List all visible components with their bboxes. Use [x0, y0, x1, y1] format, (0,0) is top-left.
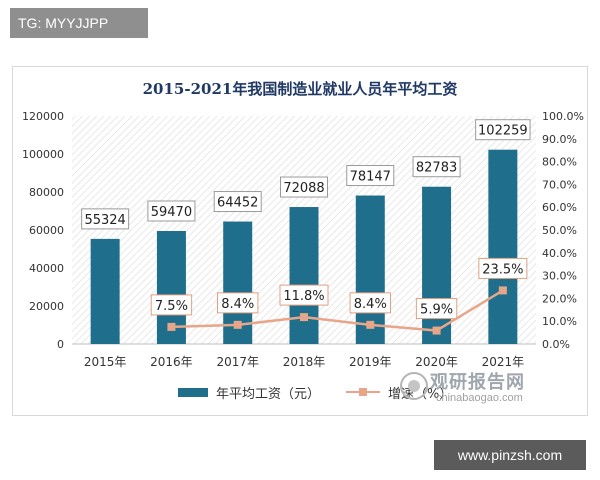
y-right-tick-label: 30.0% — [542, 270, 577, 283]
growth-point — [498, 286, 507, 295]
x-tick-label: 2020年 — [415, 355, 458, 369]
growth-value-label: 7.5% — [155, 299, 188, 314]
growth-value-label-box — [415, 298, 458, 320]
bar-value-label-box — [147, 200, 196, 222]
growth-value-label: 23.5% — [482, 262, 523, 277]
y-left-tick-label: 80000 — [29, 186, 64, 199]
x-tick-label: 2019年 — [349, 355, 392, 369]
chart-title: 2015-2021年我国制造业就业人员年平均工资 — [142, 80, 458, 98]
bar-value-label: 102259 — [478, 124, 528, 139]
growth-point — [167, 322, 176, 331]
bar — [422, 186, 452, 344]
growth-point — [233, 320, 242, 329]
y-left-tick-label: 60000 — [29, 224, 64, 237]
y-left-tick-label: 20000 — [29, 300, 64, 313]
y-right-tick-label: 100.0% — [542, 110, 584, 123]
legend-line-swatch — [346, 386, 381, 398]
bar-value-label-box — [280, 176, 328, 198]
growth-point — [300, 313, 308, 322]
y-right-tick-label: 50.0% — [542, 224, 577, 237]
growth-value-label: 8.4% — [221, 297, 254, 312]
growth-value-label-box — [349, 292, 391, 314]
legend-bar-swatch — [178, 387, 208, 397]
y-left-tick-label: 100000 — [22, 148, 64, 161]
tg-badge: TG: MYYJJPP — [10, 8, 148, 38]
bar-value-label-box — [475, 119, 531, 141]
bar-value-label-box — [346, 165, 395, 187]
growth-value-label-box — [150, 294, 193, 316]
bar — [90, 238, 120, 344]
bar-value-label: 64452 — [217, 196, 258, 211]
watermark-name: 观研报告网 — [430, 372, 525, 393]
growth-value-label-box — [279, 284, 329, 306]
y-right-tick-label: 80.0% — [542, 156, 577, 169]
watermark-domain: chinabaogao.com — [436, 392, 523, 404]
y-right-tick-label: 20.0% — [542, 292, 577, 305]
bar — [355, 195, 385, 344]
bar — [488, 149, 518, 344]
legend-label-salary: 年平均工资（元） — [216, 386, 321, 402]
growth-point — [366, 320, 375, 329]
y-right-tick-label: 40.0% — [542, 247, 577, 260]
y-right-tick-label: 90.0% — [542, 133, 577, 146]
x-tick-label: 2018年 — [283, 355, 326, 369]
y-left-tick-label: 40000 — [29, 262, 64, 275]
y-right-tick-label: 70.0% — [542, 178, 577, 191]
bar-value-label: 72088 — [283, 181, 324, 196]
legend-item-salary: 年平均工资（元） — [178, 383, 320, 402]
growth-line — [171, 289, 504, 332]
bar — [289, 207, 319, 344]
x-tick-label: 2016年 — [150, 355, 193, 369]
bar-value-label: 78147 — [350, 170, 391, 185]
watermark-logo-icon — [400, 372, 428, 400]
bar-value-label: 55324 — [84, 213, 125, 228]
bar-value-label-box — [213, 191, 262, 213]
bar-value-label: 59470 — [151, 205, 192, 220]
growth-value-label: 5.9% — [420, 303, 453, 318]
bar-value-label: 82783 — [416, 161, 457, 176]
growth-value-label: 11.8% — [283, 289, 324, 304]
bar-value-label-box — [81, 208, 130, 230]
url-badge: www.pinzsh.com — [434, 440, 586, 470]
watermark: 观研报告网 chinabaogao.com — [390, 368, 590, 412]
growth-value-label-box — [217, 292, 259, 314]
growth-point — [432, 326, 441, 335]
x-tick-label: 2021年 — [482, 355, 525, 369]
x-tick-label: 2017年 — [216, 355, 259, 369]
growth-value-label: 8.4% — [354, 297, 387, 312]
x-tick-label: 2015年 — [84, 355, 127, 369]
y-right-tick-label: 60.0% — [542, 201, 577, 214]
y-right-tick-label: 0.0% — [542, 338, 570, 351]
y-left-tick-label: 120000 — [22, 110, 64, 123]
growth-value-label-box — [478, 257, 528, 279]
y-left-tick-label: 0 — [57, 338, 64, 351]
y-right-tick-label: 10.0% — [542, 315, 577, 328]
bar-value-label-box — [412, 156, 461, 178]
